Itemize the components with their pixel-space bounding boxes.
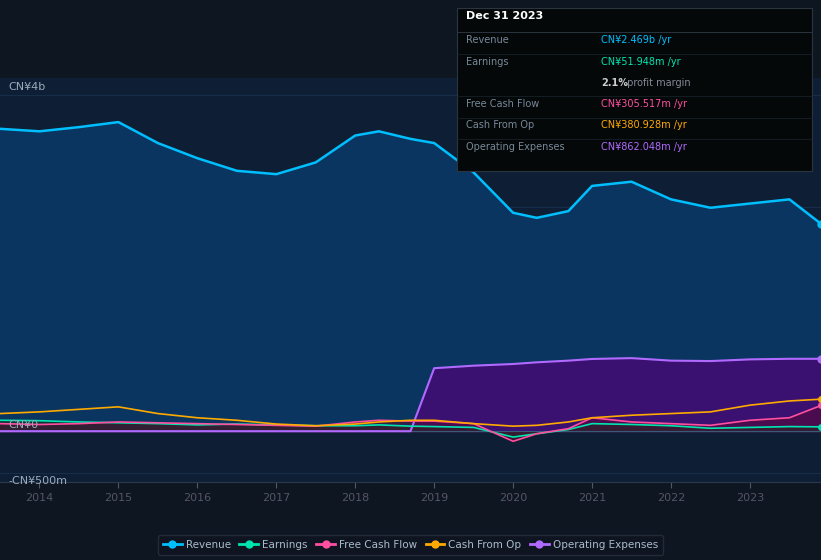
Text: CN¥380.928m /yr: CN¥380.928m /yr	[601, 120, 686, 130]
Text: CN¥862.048m /yr: CN¥862.048m /yr	[601, 142, 686, 152]
Text: CN¥2.469b /yr: CN¥2.469b /yr	[601, 35, 672, 45]
Text: Free Cash Flow: Free Cash Flow	[466, 99, 539, 109]
Text: profit margin: profit margin	[624, 78, 690, 88]
Text: CN¥0: CN¥0	[8, 419, 39, 430]
Text: CN¥51.948m /yr: CN¥51.948m /yr	[601, 57, 681, 67]
Text: Dec 31 2023: Dec 31 2023	[466, 11, 543, 21]
Text: Operating Expenses: Operating Expenses	[466, 142, 564, 152]
Text: Revenue: Revenue	[466, 35, 508, 45]
Text: -CN¥500m: -CN¥500m	[8, 476, 67, 486]
Text: CN¥4b: CN¥4b	[8, 82, 45, 92]
Legend: Revenue, Earnings, Free Cash Flow, Cash From Op, Operating Expenses: Revenue, Earnings, Free Cash Flow, Cash …	[158, 535, 663, 555]
Text: 2.1%: 2.1%	[601, 78, 628, 88]
Text: Cash From Op: Cash From Op	[466, 120, 534, 130]
Text: Earnings: Earnings	[466, 57, 508, 67]
Text: CN¥305.517m /yr: CN¥305.517m /yr	[601, 99, 687, 109]
